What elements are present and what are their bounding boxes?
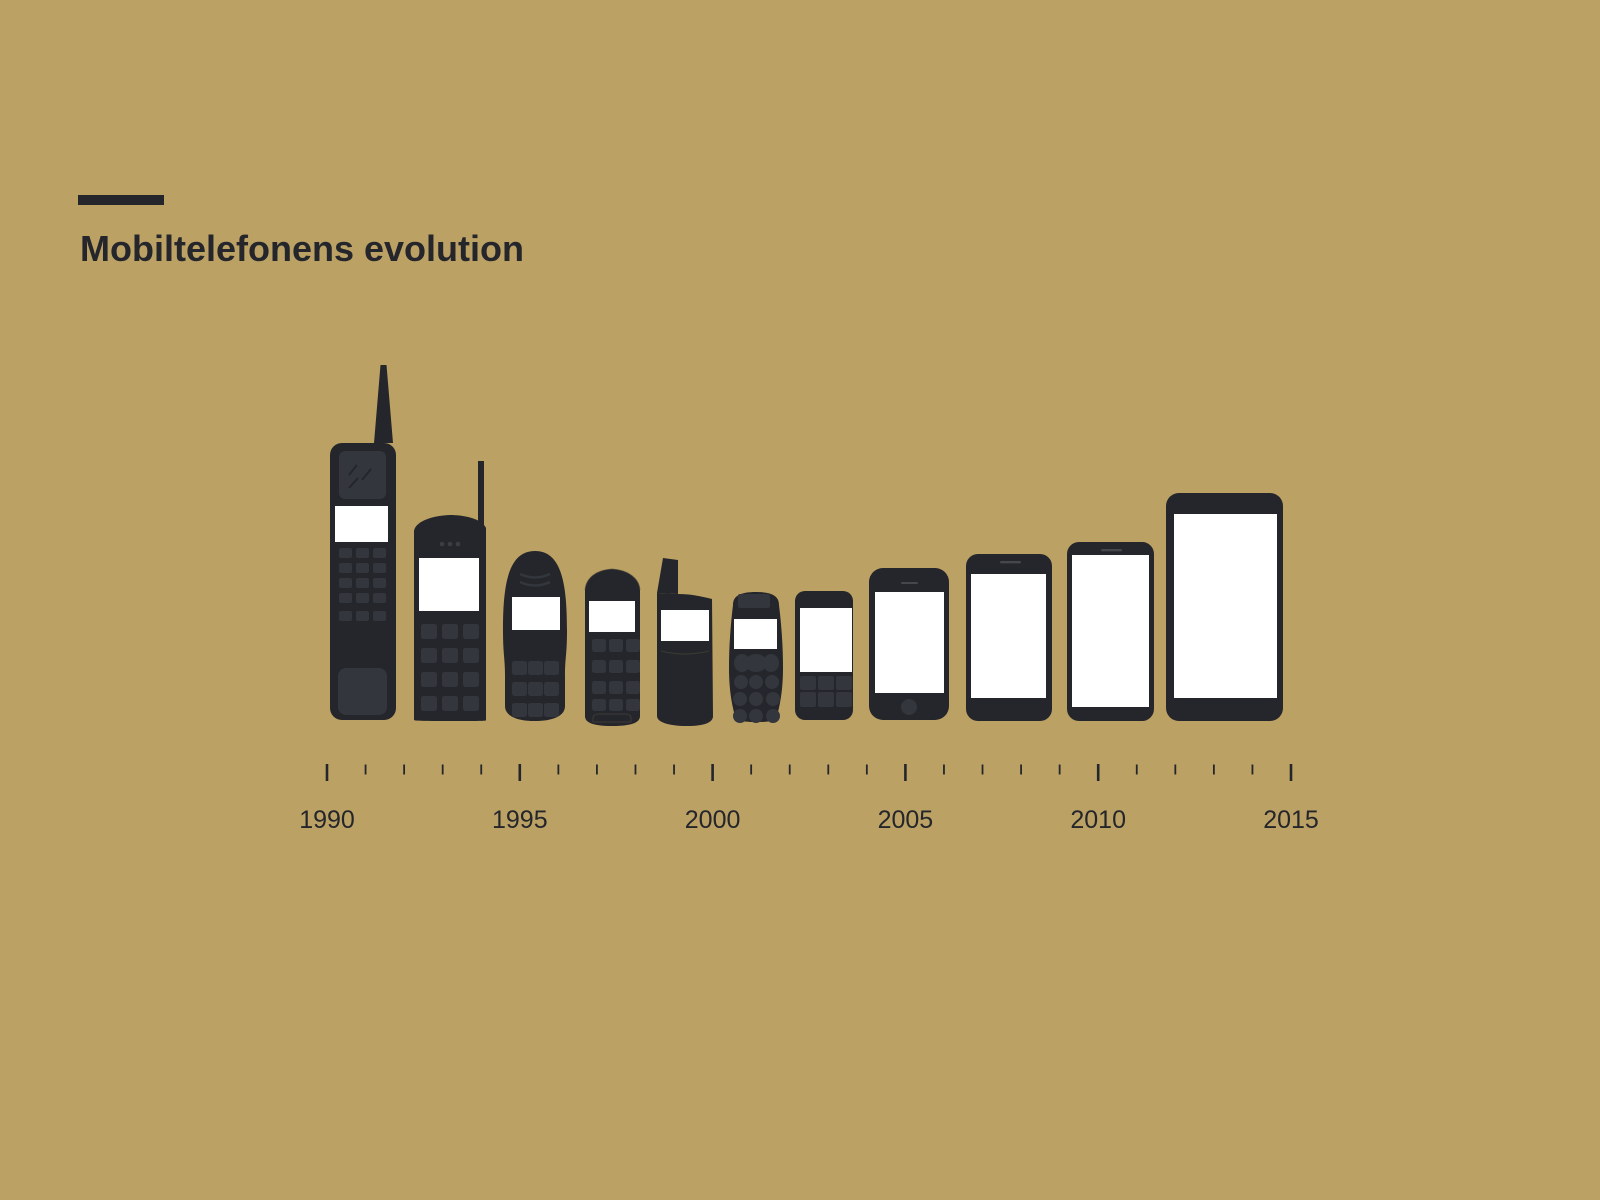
- svg-text:1990: 1990: [299, 806, 355, 834]
- svg-text:2005: 2005: [878, 806, 934, 834]
- svg-text:2010: 2010: [1070, 806, 1126, 834]
- svg-text:2015: 2015: [1263, 806, 1319, 834]
- svg-text:2000: 2000: [685, 806, 741, 834]
- svg-text:1995: 1995: [492, 806, 548, 834]
